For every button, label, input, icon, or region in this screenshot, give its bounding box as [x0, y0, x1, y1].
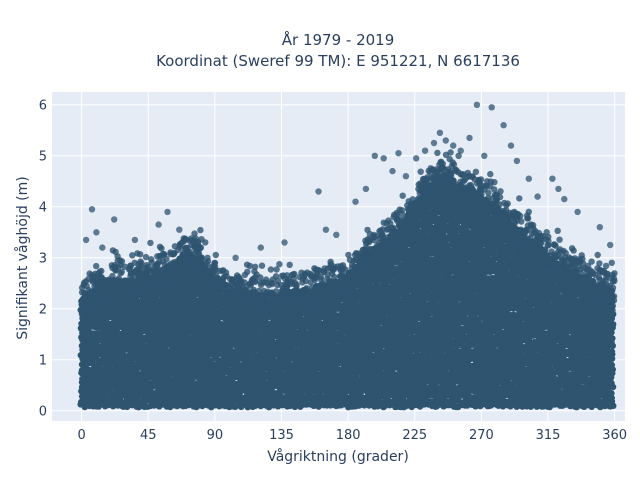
chart-title-line1: År 1979 - 2019 [282, 30, 395, 49]
chart-title-line2: Koordinat (Sweref 99 TM): E 951221, N 66… [156, 52, 520, 70]
